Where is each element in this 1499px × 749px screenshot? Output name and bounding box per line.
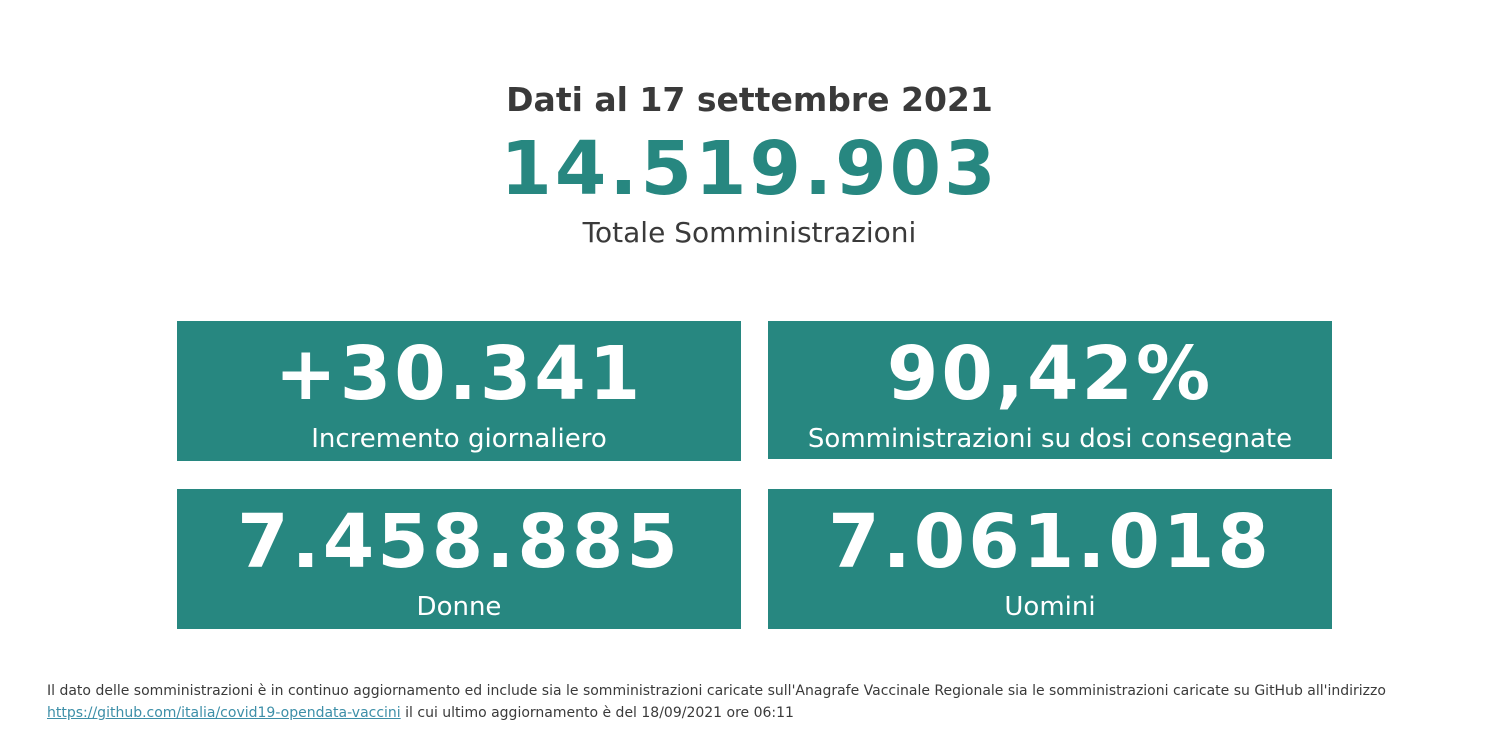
men-card: 7.061.018 Uomini: [768, 489, 1332, 629]
daily-increment-value: +30.341: [274, 331, 644, 417]
women-label: Donne: [416, 592, 502, 622]
delivered-ratio-value: 90,42%: [886, 331, 1214, 417]
footnote-text-after: il cui ultimo aggiornamento è del 18/09/…: [405, 705, 794, 721]
footnote: Il dato delle somministrazioni è in cont…: [47, 680, 1487, 724]
github-link[interactable]: https://github.com/italia/covid19-openda…: [47, 705, 401, 721]
women-value: 7.458.885: [237, 499, 681, 585]
women-card: 7.458.885 Donne: [177, 489, 741, 629]
delivered-ratio-label: Somministrazioni su dosi consegnate: [807, 424, 1293, 454]
men-value: 7.061.018: [828, 499, 1272, 585]
daily-increment-label: Incremento giornaliero: [311, 424, 607, 454]
total-administrations-label: Totale Somministrazioni: [582, 216, 917, 249]
total-administrations-value: 14.519.903: [500, 126, 999, 212]
date-title: Dati al 17 settembre 2021: [506, 80, 993, 119]
delivered-ratio-card: 90,42% Somministrazioni su dosi consegna…: [768, 321, 1332, 459]
men-label: Uomini: [1004, 592, 1096, 622]
daily-increment-card: +30.341 Incremento giornaliero: [177, 321, 741, 461]
footnote-text-before: Il dato delle somministrazioni è in cont…: [47, 683, 1386, 699]
